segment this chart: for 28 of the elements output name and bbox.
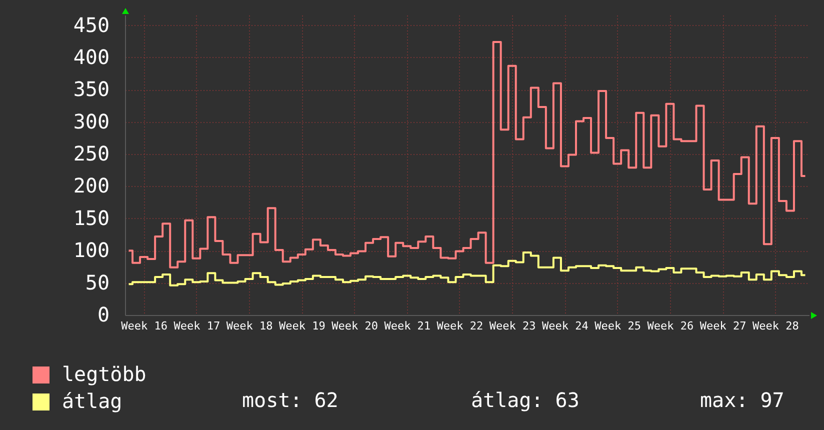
y-tick-label: 0 <box>97 302 110 326</box>
y-tick-label: 350 <box>73 77 110 102</box>
x-tick-label: Week 24 <box>542 320 589 332</box>
legend-label: legtöbb <box>62 362 146 386</box>
x-tick-label: Week 26 <box>647 320 694 332</box>
x-tick-label: Week 19 <box>278 320 326 332</box>
y-tick-label: 50 <box>85 270 110 294</box>
x-tick-label: Week 17 <box>174 320 220 332</box>
x-tick-label: Week 16 <box>121 320 168 332</box>
x-tick-label: Week 21 <box>384 320 431 332</box>
x-tick-label: Week 20 <box>332 320 378 332</box>
text: max: 97 <box>700 388 784 412</box>
y-tick-label: 250 <box>73 142 110 166</box>
y-tick-label: 300 <box>73 109 110 134</box>
x-tick-label: Week 25 <box>594 320 642 332</box>
x-tick-label: Week 22 <box>436 320 484 332</box>
y-tick-label: 150 <box>73 206 110 230</box>
x-tick-label: Week 18 <box>226 320 273 332</box>
x-tick-label: Week 27 <box>700 320 746 332</box>
legend-label: átlag <box>62 389 122 413</box>
x-tick-label: Week 28 <box>752 320 799 332</box>
y-tick-label: 400 <box>73 44 110 69</box>
y-tick-label: 200 <box>73 174 110 198</box>
text: átlag: 63 <box>471 388 580 412</box>
y-tick-label: 100 <box>73 238 110 262</box>
x-tick-label: Week 23 <box>489 320 536 332</box>
y-tick-label: 450 <box>73 12 110 37</box>
text: most: 62 <box>242 388 338 412</box>
